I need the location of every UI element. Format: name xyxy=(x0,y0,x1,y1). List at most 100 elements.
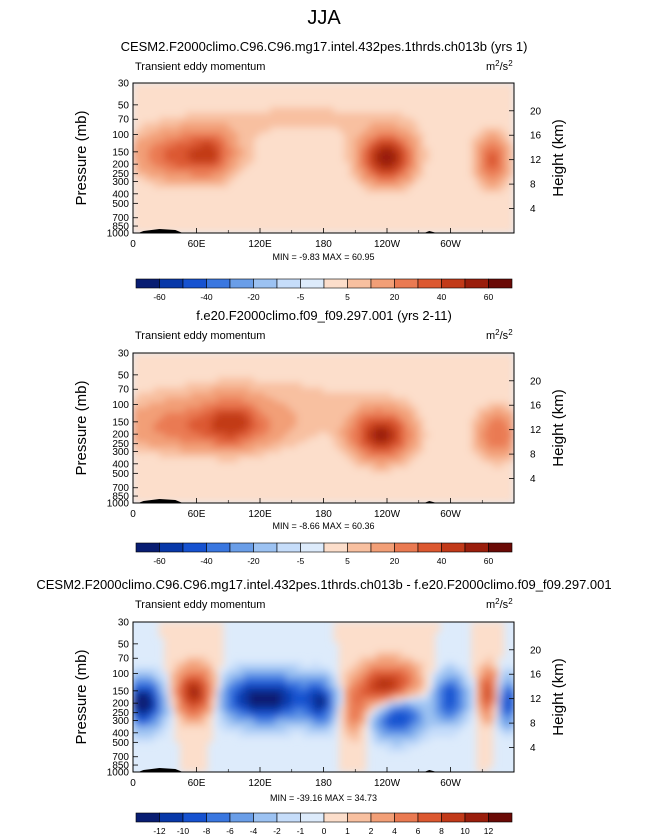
field-cell xyxy=(375,437,383,444)
field-cell xyxy=(133,432,139,439)
field-cell xyxy=(185,217,192,224)
field-cell xyxy=(217,437,224,444)
field-cell xyxy=(381,102,388,109)
pressure-tick-label: 500 xyxy=(112,469,129,480)
field-cell xyxy=(434,671,441,678)
field-cell xyxy=(465,422,473,429)
colorbar-box xyxy=(370,278,395,289)
field-cell xyxy=(148,87,155,94)
field-cell xyxy=(386,197,393,204)
field-cell xyxy=(264,367,272,374)
field-cell xyxy=(307,162,314,169)
field-cell xyxy=(370,661,377,668)
field-cell xyxy=(158,222,166,229)
field-cell xyxy=(217,137,224,144)
field-cell xyxy=(323,397,330,404)
field-cell xyxy=(217,227,224,233)
field-cell xyxy=(360,92,367,99)
field-cell xyxy=(169,367,176,374)
field-cell xyxy=(243,457,250,464)
field-cell xyxy=(196,452,203,459)
field-cell xyxy=(217,162,224,169)
field-cell xyxy=(153,482,160,489)
field-cell xyxy=(180,651,187,658)
field-cell xyxy=(360,472,367,479)
field-cell xyxy=(487,182,494,189)
field-cell xyxy=(344,107,351,114)
field-cell xyxy=(264,167,272,174)
field-cell xyxy=(238,227,245,233)
field-cell xyxy=(196,412,203,419)
field-cell xyxy=(328,87,335,94)
field-cell xyxy=(307,172,314,179)
field-cell xyxy=(190,197,197,204)
field-cell xyxy=(450,671,457,678)
field-cell xyxy=(275,207,282,214)
field-cell xyxy=(291,671,298,678)
field-cell xyxy=(397,372,404,379)
field-cell xyxy=(148,437,155,444)
field-cell xyxy=(291,353,298,359)
field-cell xyxy=(190,661,197,668)
field-cell xyxy=(344,92,351,99)
field-cell xyxy=(169,467,176,474)
field-cell xyxy=(164,152,171,159)
field-cell xyxy=(397,377,404,384)
field-cell xyxy=(180,387,187,394)
field-cell xyxy=(412,107,420,114)
field-cell xyxy=(476,152,483,159)
field-cell xyxy=(227,467,235,474)
field-cell xyxy=(476,641,483,648)
field-cell xyxy=(291,367,298,374)
field-cell xyxy=(412,122,420,129)
field-cell xyxy=(370,482,377,489)
field-cell xyxy=(206,422,213,429)
field-cell xyxy=(158,452,166,459)
field-cell xyxy=(227,437,235,444)
field-cell xyxy=(270,162,277,169)
field-cell xyxy=(227,137,235,144)
field-cell xyxy=(185,626,192,633)
field-cell xyxy=(222,402,229,409)
field-cell xyxy=(487,631,494,638)
field-cell xyxy=(434,382,441,389)
field-cell xyxy=(280,227,287,233)
field-cell xyxy=(323,447,330,454)
field-cell xyxy=(397,452,404,459)
field-cell xyxy=(270,117,277,124)
field-cell xyxy=(344,402,351,409)
field-cell xyxy=(434,457,441,464)
field-cell xyxy=(402,353,409,359)
field-cell xyxy=(476,661,483,668)
field-cell xyxy=(487,187,494,194)
field-cell xyxy=(201,122,208,129)
field-cell xyxy=(354,646,362,653)
field-cell xyxy=(333,87,340,94)
field-cell xyxy=(233,417,240,424)
field-cell xyxy=(264,462,272,469)
field-cell xyxy=(296,661,303,668)
field-cell xyxy=(397,442,404,449)
field-cell xyxy=(460,177,467,184)
field-cell xyxy=(222,467,229,474)
field-cell xyxy=(407,162,414,169)
field-cell xyxy=(381,362,388,369)
field-cell xyxy=(227,142,235,149)
field-cell xyxy=(180,357,187,364)
field-cell xyxy=(455,447,462,454)
field-cell xyxy=(280,382,287,389)
field-cell xyxy=(465,412,473,419)
field-cell xyxy=(248,447,256,454)
colorbar-box xyxy=(394,542,419,553)
field-cell xyxy=(148,467,155,474)
field-cell xyxy=(285,482,293,489)
field-cell xyxy=(243,666,250,673)
field-cell xyxy=(264,87,272,94)
field-cell xyxy=(291,142,298,149)
field-cell xyxy=(508,457,514,464)
field-cell xyxy=(508,452,514,459)
field-cell xyxy=(323,671,330,678)
field-cell xyxy=(133,382,139,389)
field-cell xyxy=(196,656,203,663)
field-cell xyxy=(386,462,393,469)
